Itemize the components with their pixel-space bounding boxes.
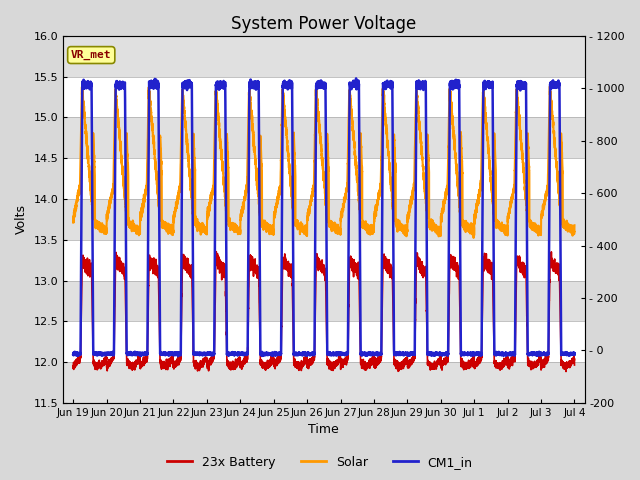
Solar: [251, 149, 259, 155]
Bar: [63, 362, 584, 403]
23x Battery: [468, 360, 476, 366]
23x Battery: [388, 265, 396, 271]
CM1_in: [366, 351, 374, 357]
CM1_in: [468, 350, 476, 356]
Title: System Power Voltage: System Power Voltage: [231, 15, 417, 33]
CM1_in: [95, 350, 102, 356]
Solar: [69, 220, 77, 226]
Solar: [388, 185, 396, 191]
CM1_in: [69, 351, 77, 357]
Legend: 23x Battery, Solar, CM1_in: 23x Battery, Solar, CM1_in: [163, 451, 477, 474]
Bar: [63, 36, 584, 77]
Solar: [441, 195, 449, 201]
Text: VR_met: VR_met: [71, 50, 111, 60]
CM1_in: [174, 353, 182, 359]
CM1_in: [441, 351, 449, 357]
23x Battery: [212, 249, 220, 254]
Line: 23x Battery: 23x Battery: [73, 252, 575, 372]
X-axis label: Time: Time: [308, 423, 339, 436]
23x Battery: [366, 362, 374, 368]
CM1_in: [571, 351, 579, 357]
Solar: [571, 222, 579, 228]
Solar: [366, 224, 374, 230]
Solar: [470, 235, 477, 241]
Bar: [63, 280, 584, 321]
Y-axis label: Volts: Volts: [15, 204, 28, 234]
Line: CM1_in: CM1_in: [73, 78, 575, 356]
CM1_in: [388, 83, 396, 88]
23x Battery: [95, 361, 102, 367]
Solar: [468, 228, 476, 233]
23x Battery: [441, 360, 449, 366]
CM1_in: [352, 75, 360, 81]
Bar: [63, 118, 584, 158]
CM1_in: [251, 79, 259, 85]
Bar: [63, 199, 584, 240]
23x Battery: [69, 363, 77, 369]
Solar: [546, 84, 554, 89]
Line: Solar: Solar: [73, 86, 575, 238]
Solar: [95, 226, 102, 232]
23x Battery: [251, 268, 259, 274]
23x Battery: [562, 369, 570, 374]
23x Battery: [571, 362, 579, 368]
